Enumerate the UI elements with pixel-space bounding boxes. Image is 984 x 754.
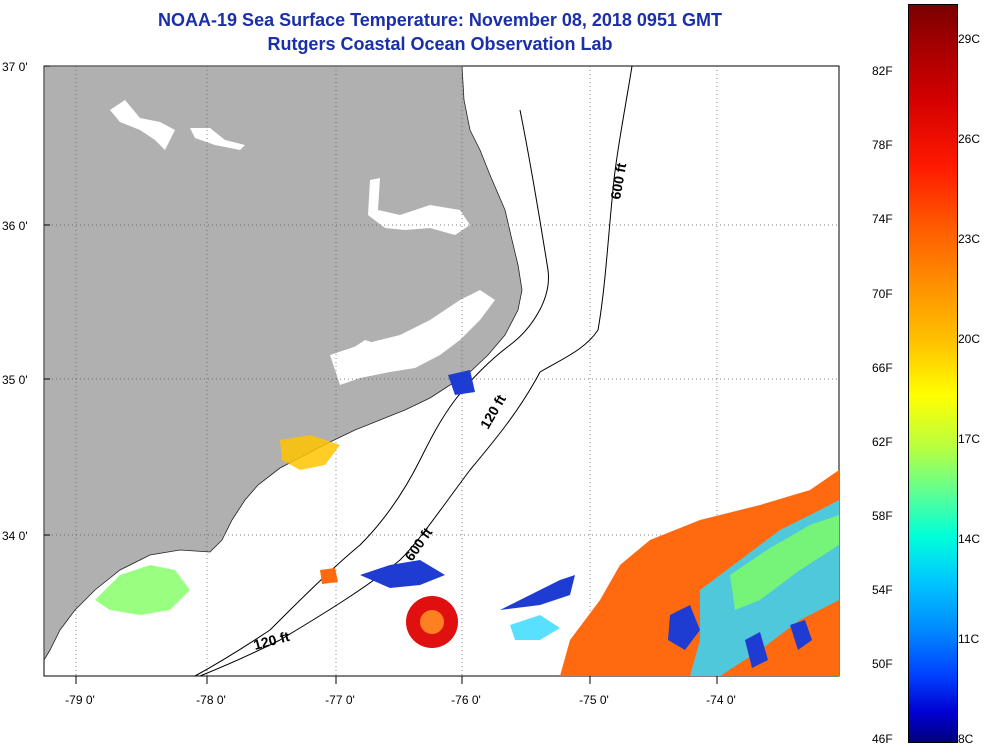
cb-label-14c: 14C bbox=[958, 532, 981, 546]
cool-filament bbox=[360, 560, 445, 588]
lon-label-74: -74 0' bbox=[706, 693, 736, 707]
cb-label-29c: 29C bbox=[958, 32, 981, 46]
cb-label-66f: 66F bbox=[872, 361, 893, 375]
temperature-colorbar bbox=[908, 4, 958, 743]
inland-river bbox=[110, 100, 175, 150]
cb-label-17c: 17C bbox=[958, 432, 981, 446]
lat-label-37: 37 0' bbox=[2, 60, 28, 74]
cb-label-74f: 74F bbox=[872, 212, 893, 226]
cb-label-20c: 20C bbox=[958, 332, 981, 346]
coastal-mixed bbox=[95, 565, 190, 615]
lat-label-36: 36 0' bbox=[2, 219, 28, 233]
cb-label-50f: 50F bbox=[872, 657, 893, 671]
coastal-warm bbox=[280, 435, 340, 470]
warm-eddy-core bbox=[420, 610, 444, 634]
cb-label-8c: 8C bbox=[958, 732, 974, 746]
map-subtitle: Rutgers Coastal Ocean Observation Lab bbox=[267, 34, 613, 54]
cb-label-62f: 62F bbox=[872, 435, 893, 449]
cb-label-26c: 26C bbox=[958, 132, 981, 146]
contour-lines bbox=[194, 65, 633, 677]
lat-label-35: 35 0' bbox=[2, 373, 28, 387]
cb-label-11c: 11C bbox=[958, 632, 980, 646]
lon-label-78: -78 0' bbox=[196, 693, 226, 707]
warm-spot-mid bbox=[320, 568, 338, 584]
cb-label-54f: 54F bbox=[872, 583, 893, 597]
lon-label-77: -77 0' bbox=[325, 693, 355, 707]
pamlico-sound bbox=[330, 290, 495, 385]
coastal-cold-spot bbox=[448, 370, 475, 395]
lat-label-34: 34 0' bbox=[2, 529, 28, 543]
lon-label-75: -75 0' bbox=[579, 693, 609, 707]
map-title: NOAA-19 Sea Surface Temperature: Novembe… bbox=[158, 10, 722, 30]
cb-label-46f: 46F bbox=[872, 732, 893, 746]
lon-label-79: -79 0' bbox=[65, 693, 95, 707]
lon-label-76: -76 0' bbox=[451, 693, 481, 707]
mid-mixed bbox=[510, 615, 560, 640]
cb-label-58f: 58F bbox=[872, 509, 893, 523]
sst-patches bbox=[95, 370, 839, 676]
sound-channel bbox=[350, 340, 380, 362]
cb-label-82f: 82F bbox=[872, 64, 893, 78]
cb-label-23c: 23C bbox=[958, 232, 981, 246]
cool-band-mid bbox=[500, 575, 575, 610]
green-band-east bbox=[730, 515, 839, 610]
albemarle-sound bbox=[368, 178, 470, 235]
gridlines bbox=[44, 66, 839, 676]
cb-label-70f: 70F bbox=[872, 287, 893, 301]
inland-lake bbox=[190, 128, 245, 150]
cold-spots-east bbox=[668, 605, 812, 668]
contour-label-600-north: 600 ft bbox=[607, 161, 629, 200]
axis-ticks bbox=[44, 65, 718, 684]
cb-label-78f: 78F bbox=[872, 138, 893, 152]
